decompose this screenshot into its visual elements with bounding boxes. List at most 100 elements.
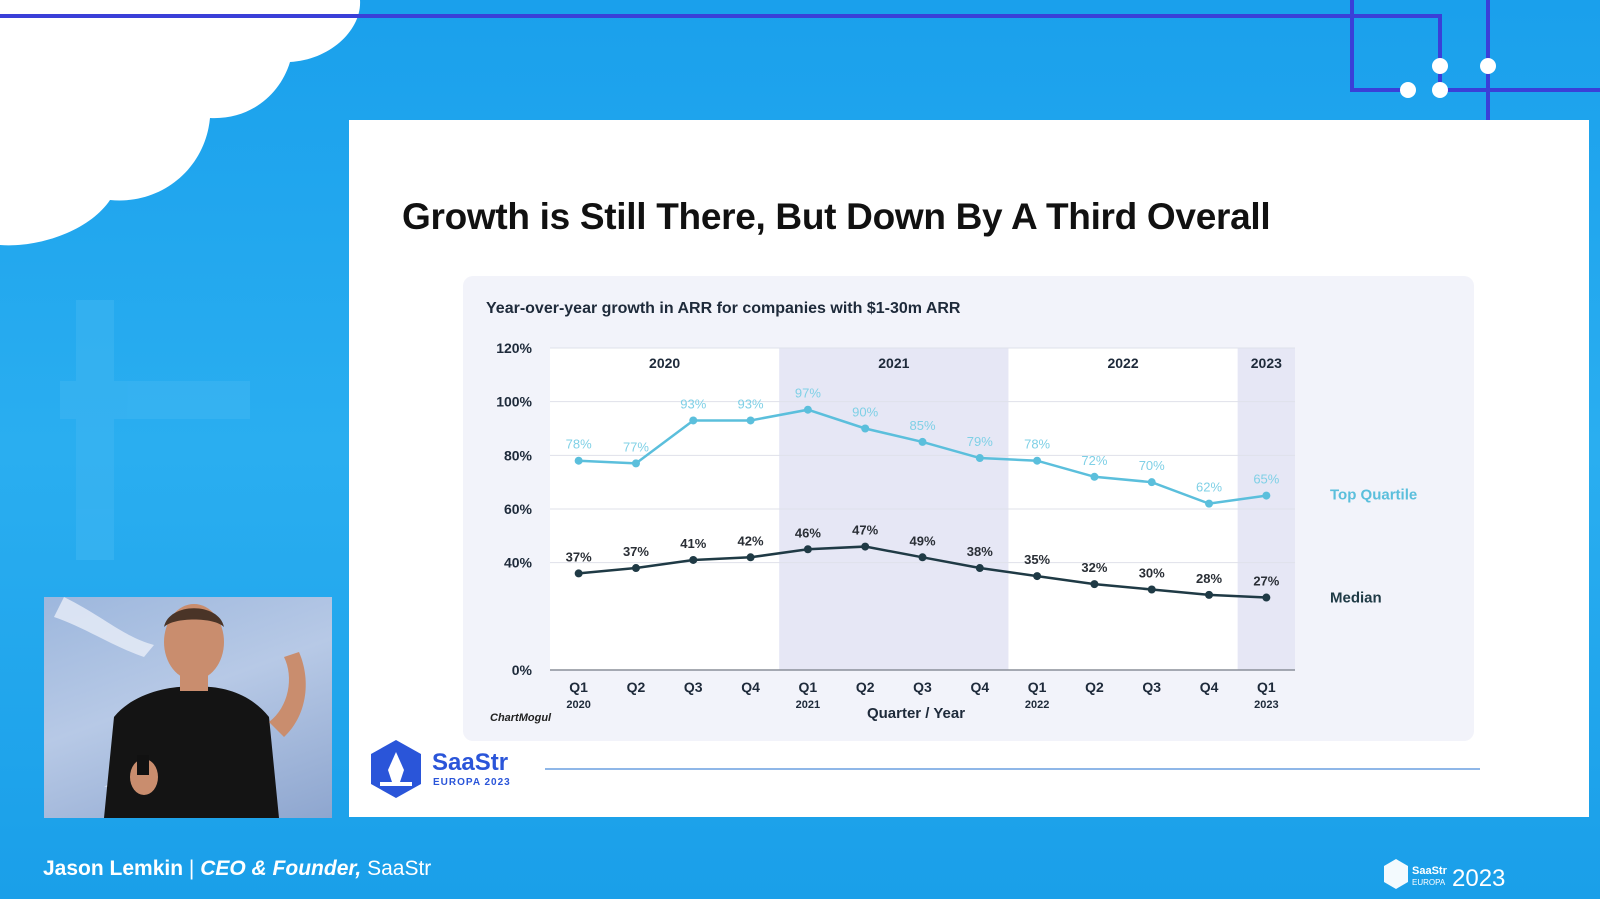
- year-band-label: 2022: [1107, 355, 1138, 371]
- x-tick-label: Q4: [1200, 679, 1219, 695]
- x-tick-year: 2022: [1025, 699, 1049, 711]
- top-quartile-point: [1033, 456, 1042, 465]
- top-quartile-data-label: 77%: [623, 439, 649, 454]
- median-point: [1205, 590, 1214, 599]
- top-quartile-data-label: 62%: [1196, 480, 1222, 495]
- top-quartile-data-label: 78%: [566, 437, 592, 452]
- top-quartile-data-label: 93%: [680, 396, 706, 411]
- x-tick-label: Q2: [1085, 679, 1104, 695]
- year-band-label: 2021: [878, 355, 909, 371]
- top-quartile-point: [975, 454, 984, 463]
- x-tick-label: Q1: [1257, 679, 1276, 695]
- logo-name: SaaStr: [432, 749, 508, 776]
- median-point: [1262, 593, 1271, 602]
- median-point: [574, 569, 583, 578]
- median-point: [746, 553, 755, 562]
- x-tick-label: Q2: [856, 679, 875, 695]
- speaker-company: SaaStr: [367, 857, 432, 880]
- median-data-label: 32%: [1081, 560, 1107, 575]
- top-quartile-data-label: 93%: [738, 396, 764, 411]
- top-quartile-data-label: 97%: [795, 386, 821, 401]
- top-quartile-point: [861, 424, 870, 433]
- corner-saastr-logo: SaaStr EUROPA 2023: [1384, 859, 1505, 892]
- top-quartile-point: [1090, 472, 1099, 481]
- median-data-label: 42%: [738, 533, 764, 548]
- x-tick-year: 2023: [1254, 699, 1278, 711]
- median-data-label: 49%: [909, 533, 935, 548]
- median-data-label: 37%: [623, 544, 649, 559]
- x-tick-label: Q1: [1028, 679, 1047, 695]
- top-quartile-point: [574, 456, 583, 465]
- median-data-label: 37%: [566, 549, 592, 564]
- saastr-logo: SaaStr EUROPA 2023: [371, 740, 511, 798]
- median-point: [918, 553, 927, 562]
- median-data-label: 41%: [680, 536, 706, 551]
- x-tick-label: Q3: [913, 679, 932, 695]
- chartmogul-credit: ChartMogul: [490, 712, 552, 724]
- top-quartile-point: [803, 405, 812, 414]
- x-tick-label: Q1: [799, 679, 818, 695]
- median-data-label: 27%: [1253, 574, 1279, 589]
- top-quartile-point: [1262, 491, 1271, 500]
- speaker-role: CEO & Founder,: [200, 857, 362, 880]
- median-point: [1090, 580, 1099, 589]
- median-point: [803, 545, 812, 554]
- median-point: [1033, 572, 1042, 581]
- circuit-nodes: [1400, 58, 1496, 98]
- y-tick-label: 40%: [504, 555, 533, 571]
- y-tick-label: 60%: [504, 501, 533, 517]
- top-quartile-data-label: 85%: [909, 418, 935, 433]
- y-tick-label: 0%: [512, 662, 533, 678]
- top-quartile-point: [918, 437, 927, 446]
- median-data-label: 28%: [1196, 571, 1222, 586]
- top-quartile-data-label: 70%: [1139, 458, 1165, 473]
- corner-logo-year: 2023: [1452, 865, 1505, 892]
- median-point: [689, 555, 698, 564]
- x-tick-label: Q2: [627, 679, 646, 695]
- separator: |: [188, 857, 195, 880]
- top-quartile-data-label: 90%: [852, 405, 878, 420]
- cloud-shape: [0, 0, 361, 246]
- top-quartile-data-label: 72%: [1081, 453, 1107, 468]
- x-tick-label: Q3: [684, 679, 703, 695]
- top-quartile-point: [746, 416, 755, 425]
- x-tick-label: Q3: [1142, 679, 1161, 695]
- median-point: [861, 542, 870, 551]
- median-point: [975, 564, 984, 573]
- top-quartile-data-label: 78%: [1024, 437, 1050, 452]
- year-band-label: 2020: [649, 355, 680, 371]
- legend-top-quartile: Top Quartile: [1330, 487, 1417, 504]
- median-data-label: 46%: [795, 525, 821, 540]
- median-data-label: 47%: [852, 523, 878, 538]
- top-quartile-data-label: 65%: [1253, 472, 1279, 487]
- footer-divider: [545, 768, 1480, 770]
- speaker-video: [44, 597, 332, 818]
- x-tick-label: Q1: [569, 679, 588, 695]
- top-quartile-point: [689, 416, 698, 425]
- rocket-hexagon-icon: [1384, 859, 1408, 889]
- corner-logo-sub: EUROPA: [1412, 878, 1446, 887]
- median-data-label: 30%: [1139, 566, 1165, 581]
- top-quartile-point: [631, 459, 640, 468]
- legend-median: Median: [1330, 590, 1382, 607]
- y-tick-label: 100%: [496, 394, 532, 410]
- top-quartile-data-label: 79%: [967, 434, 993, 449]
- slide-title: Growth is Still There, But Down By A Thi…: [402, 196, 1271, 237]
- chart-subtitle: Year-over-year growth in ARR for compani…: [486, 300, 961, 317]
- x-tick-year: 2020: [566, 699, 590, 711]
- x-tick-label: Q4: [741, 679, 760, 695]
- median-data-label: 38%: [967, 544, 993, 559]
- y-tick-label: 80%: [504, 447, 533, 463]
- median-data-label: 35%: [1024, 552, 1050, 567]
- x-tick-year: 2021: [796, 699, 820, 711]
- speaker-name: Jason Lemkin: [43, 857, 184, 880]
- speaker-lower-third: Jason Lemkin | CEO & Founder, SaaStr: [43, 857, 431, 881]
- top-quartile-point: [1205, 499, 1214, 508]
- median-point: [1147, 585, 1156, 594]
- logo-sub: EUROPA 2023: [433, 777, 511, 788]
- median-point: [631, 564, 640, 573]
- corner-logo-name: SaaStr: [1412, 865, 1448, 877]
- top-quartile-point: [1147, 478, 1156, 487]
